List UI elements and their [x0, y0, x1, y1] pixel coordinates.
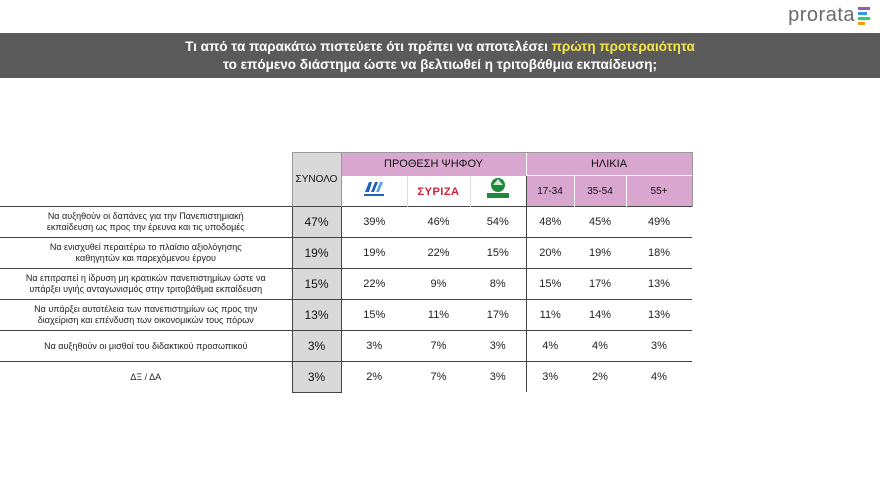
- syriza-logo-cell: ΣΥΡΙΖΑ: [406, 175, 470, 207]
- total-value: 15%: [291, 268, 342, 300]
- age-17-34-value: 4%: [526, 330, 574, 362]
- prorata-logo: prorata: [788, 4, 870, 27]
- nd-logo-icon: [362, 177, 386, 200]
- age-55-plus-value: 49%: [626, 206, 692, 238]
- age-35-54-value: 17%: [574, 268, 626, 300]
- total-value: 3%: [291, 361, 342, 393]
- age-55-plus-value: 3%: [626, 330, 692, 362]
- table-row: ΔΞ / ΔΑ 3% 2% 7% 3% 3% 2% 4%: [0, 361, 692, 393]
- nd-value: 22%: [341, 268, 407, 300]
- group-header-vote: ΠΡΟΘΕΣΗ ΨΗΦΟΥ: [340, 152, 526, 176]
- pasok-value: 17%: [470, 299, 527, 331]
- group-header-age: ΗΛΙΚΙΑ: [525, 152, 693, 176]
- age-35-54-value: 2%: [574, 361, 626, 392]
- question-line-1: Τι από τα παρακάτω πιστεύετε ότι πρέπει …: [0, 38, 880, 56]
- syriza-value: 22%: [407, 237, 470, 269]
- age-35-54-header: 35-54: [573, 175, 626, 207]
- nd-value: 19%: [341, 237, 407, 269]
- total-value: 47%: [291, 206, 342, 238]
- age-17-34-header: 17-34: [525, 175, 574, 207]
- syriza-value: 7%: [407, 330, 470, 362]
- total-value: 19%: [291, 237, 342, 269]
- row-label: ΔΞ / ΔΑ: [0, 361, 292, 392]
- total-value: 13%: [291, 299, 342, 331]
- age-17-34-value: 20%: [526, 237, 574, 269]
- age-55-plus-header: 55+: [625, 175, 693, 207]
- pasok-logo-cell: [469, 175, 527, 207]
- nd-value: 2%: [341, 361, 407, 392]
- nd-logo-cell: [340, 175, 407, 207]
- pasok-value: 54%: [470, 206, 527, 238]
- table-row: Να υπάρξει αυτοτέλεια των πανεπιστημίων …: [0, 299, 692, 331]
- table-row: Να επιτραπεί η ίδρυση μη κρατικών πανεπι…: [0, 268, 692, 300]
- nd-value: 15%: [341, 299, 407, 331]
- total-value: 3%: [291, 330, 342, 362]
- row-label: Να ενισχυθεί περαιτέρω το πλαίσιο αξιολό…: [0, 237, 292, 269]
- question-highlight: πρώτη προτεραιότητα: [551, 38, 695, 54]
- question-text: Τι από τα παρακάτω πιστεύετε ότι πρέπει …: [185, 38, 552, 54]
- nd-value: 39%: [341, 206, 407, 238]
- syriza-value: 7%: [407, 361, 470, 392]
- age-35-54-value: 45%: [574, 206, 626, 238]
- logo-bars-icon: [858, 6, 870, 25]
- syriza-value: 11%: [407, 299, 470, 331]
- syriza-value: 46%: [407, 206, 470, 238]
- pasok-value: 8%: [470, 268, 527, 300]
- age-35-54-value: 14%: [574, 299, 626, 331]
- age-17-34-value: 3%: [526, 361, 574, 392]
- age-17-34-value: 15%: [526, 268, 574, 300]
- question-banner: Τι από τα παρακάτω πιστεύετε ότι πρέπει …: [0, 33, 880, 78]
- pasok-value: 3%: [470, 330, 527, 362]
- age-55-plus-value: 13%: [626, 268, 692, 300]
- age-35-54-value: 19%: [574, 237, 626, 269]
- age-17-34-value: 11%: [526, 299, 574, 331]
- row-label: Να αυξηθούν οι δαπάνες για την Πανεπιστη…: [0, 206, 292, 238]
- age-55-plus-value: 4%: [626, 361, 692, 392]
- age-55-plus-value: 18%: [626, 237, 692, 269]
- table-row: Να αυξηθούν οι δαπάνες για την Πανεπιστη…: [0, 206, 692, 238]
- corner-cell: [0, 153, 292, 176]
- age-55-plus-value: 13%: [626, 299, 692, 331]
- row-label: Να αυξηθούν οι μισθοί του διδακτικού προ…: [0, 330, 292, 362]
- pasok-logo-icon: [487, 178, 509, 199]
- syriza-logo-icon: ΣΥΡΙΖΑ: [417, 185, 460, 198]
- pasok-value: 3%: [470, 361, 527, 392]
- total-header: ΣΥΝΟΛΟ: [291, 152, 342, 207]
- nd-value: 3%: [341, 330, 407, 362]
- table-row: Να αυξηθούν οι μισθοί του διδακτικού προ…: [0, 330, 692, 362]
- row-label: Να υπάρξει αυτοτέλεια των πανεπιστημίων …: [0, 299, 292, 331]
- logo-text: prorata: [788, 4, 855, 26]
- question-line-2: το επόμενο διάστημα ώστε να βελτιωθεί η …: [222, 56, 658, 72]
- pasok-value: 15%: [470, 237, 527, 269]
- syriza-value: 9%: [407, 268, 470, 300]
- row-label: Να επιτραπεί η ίδρυση μη κρατικών πανεπι…: [0, 268, 292, 300]
- age-35-54-value: 4%: [574, 330, 626, 362]
- results-table: ΣΥΝΟΛΟ ΠΡΟΘΕΣΗ ΨΗΦΟΥ ΗΛΙΚΙΑ ΣΥΡΙΖΑ: [0, 152, 693, 393]
- age-17-34-value: 48%: [526, 206, 574, 238]
- corner-cell-2: [0, 176, 292, 207]
- table-row: Να ενισχυθεί περαιτέρω το πλαίσιο αξιολό…: [0, 237, 692, 269]
